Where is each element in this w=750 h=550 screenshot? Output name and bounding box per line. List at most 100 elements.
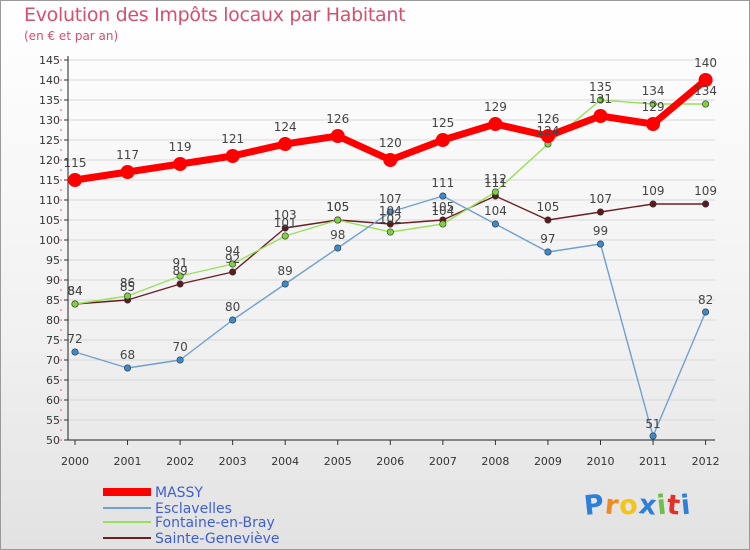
- data-point: [544, 216, 552, 224]
- axis-dot: [60, 59, 62, 61]
- data-label: 112: [484, 172, 507, 186]
- x-tick-label: 2004: [271, 455, 299, 468]
- y-tick-label: 50: [46, 434, 60, 447]
- data-label: 125: [431, 116, 454, 130]
- data-label: 99: [593, 224, 608, 238]
- data-label: 135: [589, 80, 612, 94]
- axis-dot: [60, 289, 62, 291]
- data-point: [173, 157, 188, 171]
- data-label: 134: [694, 84, 717, 98]
- x-tick-label: 2000: [61, 455, 89, 468]
- data-point: [491, 188, 499, 196]
- data-point: [702, 200, 710, 208]
- data-point: [439, 192, 447, 200]
- data-point: [649, 432, 657, 440]
- data-point: [225, 149, 240, 163]
- y-tick-label: 115: [39, 174, 60, 187]
- data-point: [596, 96, 604, 104]
- axis-dot: [60, 159, 62, 161]
- data-label: 103: [274, 208, 297, 222]
- x-tick-label: 2002: [166, 455, 194, 468]
- data-label: 117: [116, 148, 139, 162]
- y-tick-label: 55: [46, 414, 60, 427]
- data-label: 70: [172, 340, 187, 354]
- axis-dot: [60, 69, 62, 71]
- x-tick-label: 2009: [534, 455, 562, 468]
- axis-dot: [60, 179, 62, 181]
- data-label: 98: [330, 228, 345, 242]
- data-labels: 1151171191211241261201251291261311291407…: [64, 56, 718, 431]
- x-tick-label: 2011: [639, 455, 667, 468]
- data-point: [71, 348, 79, 356]
- data-point: [68, 173, 82, 187]
- data-point: [330, 129, 345, 143]
- data-point: [176, 280, 184, 288]
- x-tick-label: 2007: [429, 455, 457, 468]
- proxiti-logo: Proxiti: [582, 489, 693, 522]
- data-label: 105: [326, 200, 349, 214]
- data-point: [334, 244, 342, 252]
- y-tick-label: 100: [39, 234, 60, 247]
- axis-dot: [60, 279, 62, 281]
- data-point: [544, 248, 552, 256]
- axis-dot: [60, 409, 62, 411]
- axis-dot: [60, 209, 62, 211]
- data-label: 104: [431, 204, 454, 218]
- y-tick-label: 60: [46, 394, 60, 407]
- axis-dot: [60, 189, 62, 191]
- data-label: 94: [225, 244, 240, 258]
- legend-label: Esclavelles: [155, 501, 232, 517]
- data-label: 126: [326, 112, 349, 126]
- data-label: 72: [67, 332, 82, 346]
- data-label: 97: [540, 232, 555, 246]
- axis-dot: [60, 99, 62, 101]
- axis-dot: [60, 389, 62, 391]
- data-point: [281, 280, 289, 288]
- data-label: 104: [484, 204, 507, 218]
- y-tick-label: 65: [46, 374, 60, 387]
- axis-dot: [60, 399, 62, 401]
- data-label: 85: [120, 280, 135, 294]
- data-point: [176, 356, 184, 364]
- y-tick-label: 140: [39, 74, 60, 87]
- data-label: 124: [274, 120, 297, 134]
- data-point: [702, 100, 710, 108]
- data-label: 111: [431, 176, 454, 190]
- data-point: [540, 129, 555, 143]
- data-label: 91: [172, 256, 187, 270]
- data-label: 134: [642, 84, 665, 98]
- data-point: [120, 165, 135, 179]
- axis-dot: [60, 139, 62, 141]
- axis-dot: [60, 419, 62, 421]
- axis-dot: [60, 229, 62, 231]
- data-label: 129: [484, 100, 507, 114]
- y-tick-label: 75: [46, 334, 60, 347]
- x-tick-label: 2012: [692, 455, 720, 468]
- data-point: [229, 316, 237, 324]
- axis-dot: [60, 439, 62, 441]
- data-label: 89: [278, 264, 293, 278]
- data-point: [281, 224, 289, 232]
- axis-dot: [60, 199, 62, 201]
- data-point: [435, 133, 450, 147]
- data-point: [281, 232, 289, 240]
- data-label: 102: [379, 212, 402, 226]
- data-label: 84: [67, 284, 82, 298]
- axis-dot: [60, 219, 62, 221]
- data-point: [491, 220, 499, 228]
- axis-dot: [60, 379, 62, 381]
- data-point: [334, 216, 342, 224]
- y-tick-label: 130: [39, 114, 60, 127]
- data-label: 104: [379, 204, 402, 218]
- axes: 50 55 60 65 70 75 80 85 90 95 100 105 110 115 120 125 13…: [39, 54, 720, 468]
- data-label: 107: [589, 192, 612, 206]
- data-point: [71, 300, 79, 308]
- data-point: [649, 100, 657, 108]
- data-point: [488, 117, 503, 131]
- axis-dot: [60, 269, 62, 271]
- data-label: 126: [536, 112, 559, 126]
- axis-dot: [60, 349, 62, 351]
- data-point: [229, 260, 237, 268]
- y-tick-label: 135: [39, 94, 60, 107]
- data-point: [383, 153, 398, 167]
